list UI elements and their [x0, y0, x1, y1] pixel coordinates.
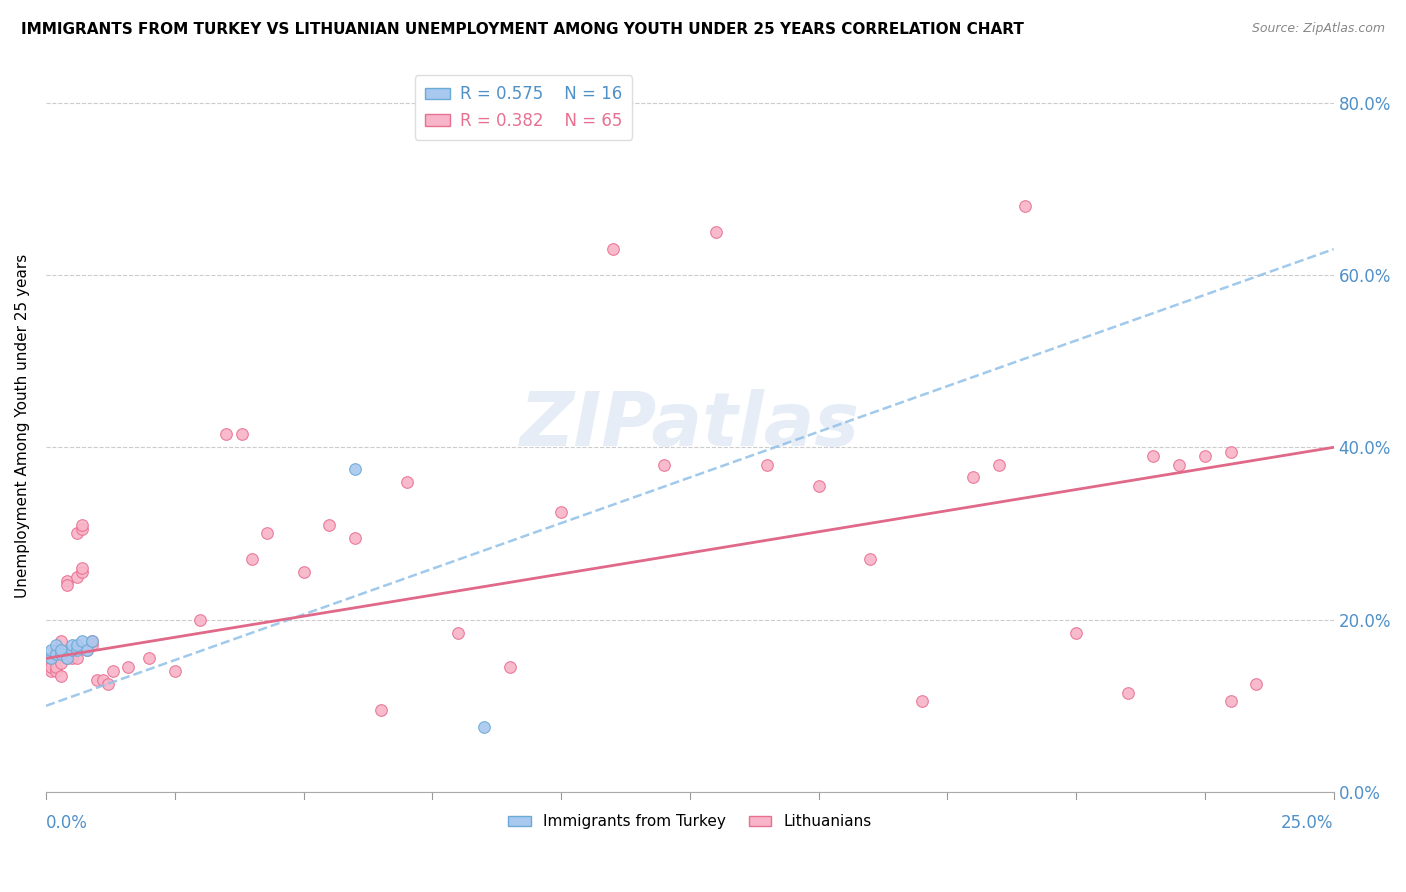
- Point: [45, 651, 67, 665]
- Point: [117, 660, 139, 674]
- Point: [1219, 694, 1241, 708]
- Point: [51, 656, 73, 670]
- Point: [910, 694, 932, 708]
- Point: [97, 677, 120, 691]
- Point: [602, 242, 624, 256]
- Point: [39, 660, 62, 674]
- Point: [60, 651, 83, 665]
- Point: [101, 665, 124, 679]
- Point: [70, 517, 93, 532]
- Point: [1064, 625, 1087, 640]
- Point: [395, 475, 418, 489]
- Point: [343, 531, 366, 545]
- Point: [39, 656, 62, 670]
- Point: [859, 552, 882, 566]
- Point: [163, 665, 186, 679]
- Point: [51, 642, 73, 657]
- Point: [45, 639, 67, 653]
- Point: [45, 665, 67, 679]
- Point: [60, 642, 83, 657]
- Point: [1219, 444, 1241, 458]
- Point: [51, 668, 73, 682]
- Point: [60, 639, 83, 653]
- Point: [51, 634, 73, 648]
- Point: [343, 462, 366, 476]
- Point: [39, 642, 62, 657]
- Point: [45, 642, 67, 657]
- Point: [231, 427, 253, 442]
- Point: [76, 642, 98, 657]
- Point: [318, 517, 340, 532]
- Point: [82, 639, 104, 653]
- Text: ZIPatlas: ZIPatlas: [520, 389, 860, 462]
- Point: [1116, 686, 1139, 700]
- Point: [45, 647, 67, 661]
- Point: [70, 566, 93, 580]
- Point: [55, 574, 77, 588]
- Y-axis label: Unemployment Among Youth under 25 years: Unemployment Among Youth under 25 years: [15, 253, 30, 598]
- Text: 25.0%: 25.0%: [1281, 814, 1334, 831]
- Point: [256, 526, 278, 541]
- Point: [55, 578, 77, 592]
- Point: [45, 660, 67, 674]
- Point: [82, 634, 104, 648]
- Legend: Immigrants from Turkey, Lithuanians: Immigrants from Turkey, Lithuanians: [502, 808, 879, 836]
- Point: [66, 639, 89, 653]
- Point: [70, 561, 93, 575]
- Point: [51, 647, 73, 661]
- Point: [498, 660, 520, 674]
- Point: [987, 458, 1010, 472]
- Point: [55, 651, 77, 665]
- Point: [91, 673, 114, 687]
- Point: [60, 642, 83, 657]
- Point: [66, 642, 89, 657]
- Point: [82, 634, 104, 648]
- Point: [215, 427, 238, 442]
- Point: [240, 552, 263, 566]
- Text: 0.0%: 0.0%: [46, 814, 87, 831]
- Point: [652, 458, 675, 472]
- Point: [66, 569, 89, 583]
- Point: [39, 665, 62, 679]
- Point: [447, 625, 470, 640]
- Point: [55, 651, 77, 665]
- Point: [66, 651, 89, 665]
- Text: IMMIGRANTS FROM TURKEY VS LITHUANIAN UNEMPLOYMENT AMONG YOUTH UNDER 25 YEARS COR: IMMIGRANTS FROM TURKEY VS LITHUANIAN UNE…: [21, 22, 1024, 37]
- Point: [1142, 449, 1164, 463]
- Point: [70, 634, 93, 648]
- Point: [86, 673, 108, 687]
- Point: [807, 479, 830, 493]
- Point: [962, 470, 984, 484]
- Point: [370, 703, 392, 717]
- Point: [472, 720, 495, 734]
- Point: [70, 522, 93, 536]
- Point: [190, 613, 212, 627]
- Point: [1168, 458, 1191, 472]
- Point: [756, 458, 779, 472]
- Point: [1246, 677, 1268, 691]
- Point: [51, 642, 73, 657]
- Point: [1014, 199, 1036, 213]
- Point: [550, 505, 572, 519]
- Point: [39, 651, 62, 665]
- Point: [138, 651, 160, 665]
- Point: [1194, 449, 1216, 463]
- Point: [76, 642, 98, 657]
- Point: [292, 566, 315, 580]
- Point: [39, 651, 62, 665]
- Text: Source: ZipAtlas.com: Source: ZipAtlas.com: [1251, 22, 1385, 36]
- Point: [704, 225, 727, 239]
- Point: [66, 526, 89, 541]
